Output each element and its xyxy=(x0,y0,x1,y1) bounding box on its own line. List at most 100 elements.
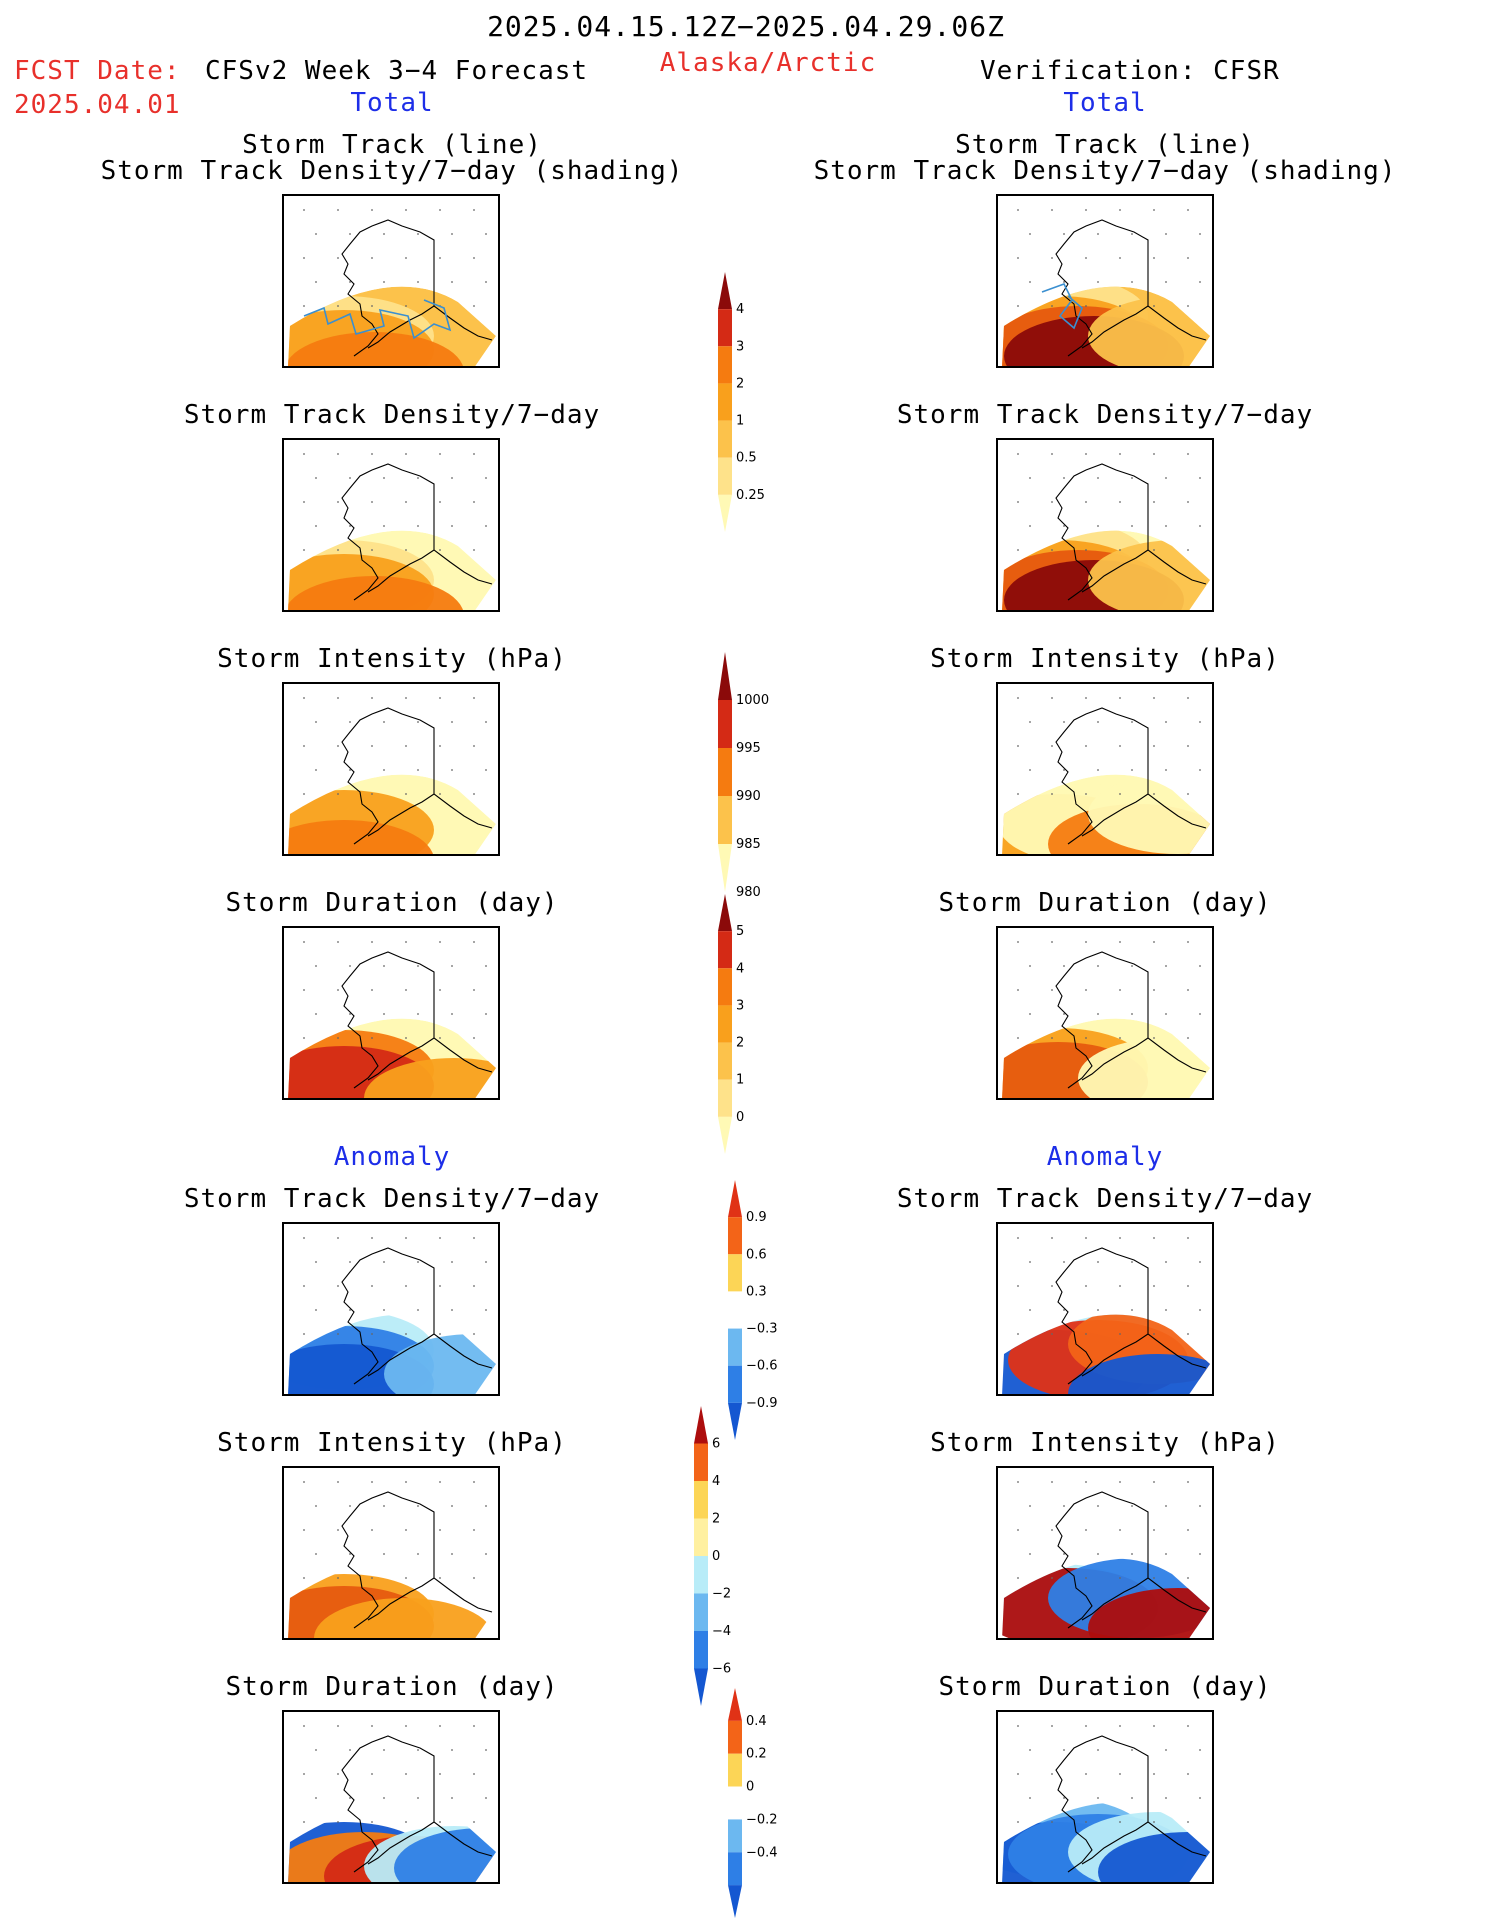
graticule-dot xyxy=(1199,477,1201,479)
graticule-dot xyxy=(1153,453,1155,455)
graticule-dot xyxy=(1085,257,1087,259)
right-density-title: Storm Track Density/7−day xyxy=(896,400,1314,430)
graticule-dot xyxy=(473,1481,475,1483)
graticule-dot xyxy=(1187,1529,1189,1531)
graticule-dot xyxy=(1017,1773,1019,1775)
graticule-dot xyxy=(405,1237,407,1239)
graticule-dot xyxy=(315,233,317,235)
graticule-dot xyxy=(337,1481,339,1483)
graticule-dot xyxy=(303,501,305,503)
graticule-dot xyxy=(1085,1237,1087,1239)
graticule-dot xyxy=(1153,1237,1155,1239)
graticule-dot xyxy=(1085,1529,1087,1531)
storm-track-line xyxy=(1041,283,1083,330)
duration-colorbar: 5 4 3 2 1 0 xyxy=(718,884,788,1164)
colorbar-segment xyxy=(728,1217,742,1255)
graticule-dot xyxy=(1187,1237,1189,1239)
graticule-dot xyxy=(1187,745,1189,747)
graticule-dot xyxy=(417,721,419,723)
shaded-field xyxy=(288,1018,496,1098)
intensity-colorbar: 1000 995 990 985 980 xyxy=(718,642,788,902)
colorbar-tick-label: 985 xyxy=(736,837,761,852)
colorbar-tick-label: −0.6 xyxy=(746,1359,778,1374)
colorbar-tick-label: 4 xyxy=(736,961,744,976)
graticule-dot xyxy=(1017,453,1019,455)
graticule-dot xyxy=(303,1333,305,1335)
graticule-dot xyxy=(417,1261,419,1263)
graticule-dot xyxy=(405,793,407,795)
graticule-dot xyxy=(315,1505,317,1507)
graticule-dot xyxy=(1017,1037,1019,1039)
colorbar-tick-label: 0 xyxy=(736,1110,744,1125)
colorbar-segment xyxy=(718,931,732,969)
graticule-dot xyxy=(303,745,305,747)
graticule-dot xyxy=(349,233,351,235)
graticule-dot xyxy=(315,1553,317,1555)
graticule-dot xyxy=(473,1333,475,1335)
graticule-dot xyxy=(349,1309,351,1311)
graticule-dot xyxy=(349,965,351,967)
graticule-dot xyxy=(1097,281,1099,283)
graticule-dot xyxy=(337,549,339,551)
graticule-dot xyxy=(473,549,475,551)
graticule-dot xyxy=(1131,1749,1133,1751)
graticule-dot xyxy=(485,1553,487,1555)
graticule-dot xyxy=(1199,1505,1201,1507)
colorbar-tick-label: 990 xyxy=(736,789,761,804)
graticule-dot xyxy=(405,1037,407,1039)
graticule-dot xyxy=(1119,305,1121,307)
graticule-dot xyxy=(1153,1725,1155,1727)
graticule-dot xyxy=(303,453,305,455)
graticule-dot xyxy=(1051,1529,1053,1531)
colorbar-cap-top xyxy=(694,1406,708,1444)
graticule-dot xyxy=(1085,1577,1087,1579)
intensity-anomaly-colorbar: 6 4 2 0 −2 −4 −6 xyxy=(694,1396,764,1716)
graticule-dot xyxy=(451,1749,453,1751)
map-canvas xyxy=(1002,453,1210,610)
graticule-dot xyxy=(337,1821,339,1823)
graticule-dot xyxy=(439,1481,441,1483)
graticule-dot xyxy=(1051,501,1053,503)
colorbar-segment xyxy=(718,457,732,495)
alaska-coastline xyxy=(341,1735,493,1873)
graticule-dot xyxy=(1165,1749,1167,1751)
shaded-field xyxy=(1002,774,1210,854)
graticule-dot xyxy=(1097,1309,1099,1311)
graticule-dot xyxy=(303,1773,305,1775)
graticule-dot xyxy=(371,1773,373,1775)
graticule-dot xyxy=(337,1333,339,1335)
graticule-dot xyxy=(451,1797,453,1799)
graticule-dot xyxy=(303,1285,305,1287)
graticule-dot xyxy=(1199,1797,1201,1799)
graticule-dot xyxy=(1119,1333,1121,1335)
graticule-dot xyxy=(1085,793,1087,795)
graticule-dot xyxy=(1165,721,1167,723)
graticule-dot xyxy=(349,477,351,479)
graticule-dot xyxy=(1187,209,1189,211)
graticule-dot xyxy=(1085,501,1087,503)
shaded-field xyxy=(1002,286,1210,366)
graticule-dot xyxy=(1029,965,1031,967)
graticule-dot xyxy=(371,1333,373,1335)
fcst-date-label: FCST Date: xyxy=(14,56,181,86)
colorbar-segment xyxy=(718,968,732,1006)
graticule-dot xyxy=(371,549,373,551)
graticule-dot xyxy=(1085,453,1087,455)
graticule-dot xyxy=(349,525,351,527)
graticule-dot xyxy=(383,1505,385,1507)
graticule-dot xyxy=(451,477,453,479)
colorbar-tick-label: 0.3 xyxy=(746,1284,767,1299)
graticule-dot xyxy=(417,1749,419,1751)
graticule-dot xyxy=(405,501,407,503)
graticule-dot xyxy=(1119,1529,1121,1531)
colorbar-tick-label: 0.2 xyxy=(746,1747,767,1762)
graticule-dot xyxy=(371,1481,373,1483)
graticule-dot xyxy=(439,697,441,699)
graticule-dot xyxy=(1153,1481,1155,1483)
graticule-dot xyxy=(383,1309,385,1311)
graticule-dot xyxy=(1085,1333,1087,1335)
graticule-dot xyxy=(1063,233,1065,235)
graticule-dot xyxy=(473,1037,475,1039)
left-duration-title: Storm Duration (day) xyxy=(225,888,559,918)
graticule-dot xyxy=(1029,1261,1031,1263)
